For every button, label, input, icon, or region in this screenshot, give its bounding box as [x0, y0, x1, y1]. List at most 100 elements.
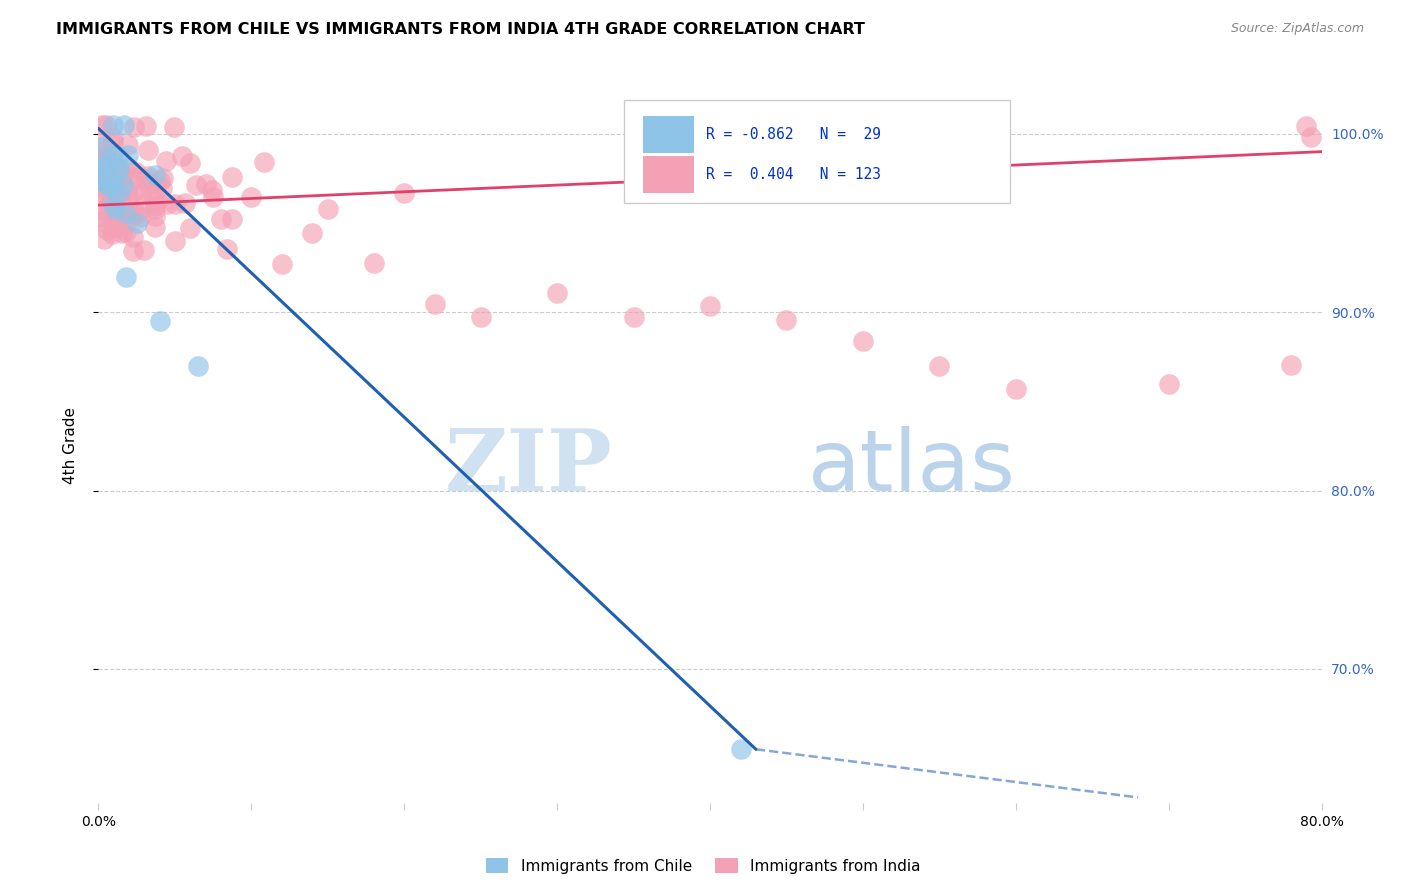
- Immigrants from India: [145, 198, 167, 212]
- Immigrants from India: [111, 167, 134, 181]
- Immigrants from Chile: [115, 269, 138, 284]
- Immigrants from India: [115, 206, 138, 220]
- Immigrants from India: [96, 118, 118, 132]
- Immigrants from India: [179, 156, 201, 170]
- Immigrants from Chile: [107, 161, 129, 176]
- Immigrants from India: [89, 163, 111, 178]
- Text: R = -0.862   N =  29: R = -0.862 N = 29: [706, 127, 882, 142]
- Immigrants from India: [105, 178, 128, 192]
- Immigrants from India: [90, 159, 112, 173]
- Immigrants from India: [122, 244, 145, 259]
- Immigrants from India: [155, 154, 177, 169]
- Immigrants from India: [170, 149, 193, 163]
- Immigrants from Chile: [89, 173, 111, 187]
- Immigrants from India: [90, 172, 112, 186]
- Immigrants from Chile: [112, 118, 135, 132]
- Immigrants from India: [179, 221, 201, 235]
- Immigrants from India: [363, 256, 385, 270]
- Immigrants from India: [103, 219, 125, 233]
- FancyBboxPatch shape: [624, 100, 1010, 203]
- Immigrants from India: [96, 149, 118, 163]
- Immigrants from India: [103, 130, 125, 145]
- Immigrants from India: [100, 180, 122, 194]
- Immigrants from India: [105, 205, 128, 219]
- Immigrants from India: [209, 211, 232, 226]
- Immigrants from India: [134, 243, 156, 257]
- Immigrants from India: [131, 186, 153, 201]
- Immigrants from India: [89, 210, 111, 224]
- Immigrants from Chile: [98, 179, 121, 194]
- Immigrants from India: [852, 334, 875, 348]
- Immigrants from India: [90, 173, 112, 187]
- Immigrants from Chile: [93, 172, 115, 186]
- Immigrants from India: [138, 143, 160, 157]
- Immigrants from India: [89, 167, 111, 181]
- Immigrants from Chile: [114, 206, 136, 220]
- Immigrants from India: [143, 220, 166, 235]
- Immigrants from India: [184, 178, 207, 193]
- Immigrants from India: [94, 178, 117, 192]
- Immigrants from India: [101, 211, 124, 226]
- Immigrants from India: [134, 172, 156, 186]
- Immigrants from India: [91, 214, 114, 228]
- Immigrants from India: [91, 118, 114, 132]
- Legend: Immigrants from Chile, Immigrants from India: Immigrants from Chile, Immigrants from I…: [479, 852, 927, 880]
- Immigrants from Chile: [101, 148, 124, 162]
- Immigrants from India: [135, 120, 157, 134]
- Immigrants from India: [121, 186, 143, 200]
- Immigrants from India: [125, 165, 148, 179]
- Immigrants from India: [98, 155, 121, 169]
- Immigrants from India: [110, 170, 132, 185]
- Immigrants from India: [115, 225, 138, 239]
- Immigrants from India: [117, 138, 139, 153]
- Immigrants from India: [156, 197, 179, 211]
- Immigrants from India: [270, 257, 292, 271]
- Immigrants from India: [1157, 377, 1180, 392]
- Immigrants from India: [90, 172, 112, 186]
- Immigrants from India: [89, 171, 111, 186]
- Immigrants from India: [423, 297, 446, 311]
- Immigrants from India: [103, 155, 125, 169]
- Immigrants from Chile: [100, 177, 122, 191]
- Immigrants from India: [91, 153, 114, 168]
- Immigrants from Chile: [104, 202, 127, 217]
- Immigrants from India: [122, 230, 145, 244]
- Immigrants from India: [100, 227, 122, 242]
- Immigrants from India: [114, 206, 136, 220]
- Immigrants from India: [100, 191, 122, 205]
- Immigrants from India: [134, 196, 156, 211]
- Immigrants from India: [1295, 119, 1317, 133]
- Text: R =  0.404   N = 123: R = 0.404 N = 123: [706, 167, 882, 182]
- Immigrants from Chile: [103, 197, 125, 211]
- Immigrants from India: [775, 313, 797, 327]
- Immigrants from India: [146, 194, 169, 208]
- Immigrants from India: [201, 183, 224, 197]
- Immigrants from Chile: [112, 178, 135, 192]
- Immigrants from India: [316, 202, 339, 217]
- Immigrants from India: [129, 210, 152, 224]
- Immigrants from India: [138, 178, 160, 192]
- Immigrants from Chile: [730, 742, 752, 756]
- Immigrants from India: [143, 202, 166, 216]
- Immigrants from India: [163, 234, 186, 248]
- Immigrants from India: [122, 206, 145, 220]
- Immigrants from India: [136, 169, 159, 184]
- Immigrants from Chile: [91, 139, 114, 153]
- Immigrants from Chile: [96, 178, 118, 193]
- Immigrants from Chile: [125, 216, 148, 230]
- Immigrants from India: [118, 204, 141, 219]
- Immigrants from Chile: [149, 314, 172, 328]
- Immigrants from India: [93, 181, 115, 195]
- Immigrants from India: [142, 188, 165, 202]
- Immigrants from India: [221, 212, 243, 227]
- Immigrants from India: [928, 359, 950, 373]
- Immigrants from Chile: [96, 158, 118, 172]
- Immigrants from India: [240, 190, 263, 204]
- Immigrants from India: [623, 310, 645, 324]
- Immigrants from India: [114, 218, 136, 232]
- Immigrants from India: [1004, 382, 1026, 396]
- Text: ZIP: ZIP: [444, 425, 612, 509]
- Y-axis label: 4th Grade: 4th Grade: [63, 408, 77, 484]
- Text: IMMIGRANTS FROM CHILE VS IMMIGRANTS FROM INDIA 4TH GRADE CORRELATION CHART: IMMIGRANTS FROM CHILE VS IMMIGRANTS FROM…: [56, 22, 865, 37]
- Immigrants from India: [150, 181, 173, 195]
